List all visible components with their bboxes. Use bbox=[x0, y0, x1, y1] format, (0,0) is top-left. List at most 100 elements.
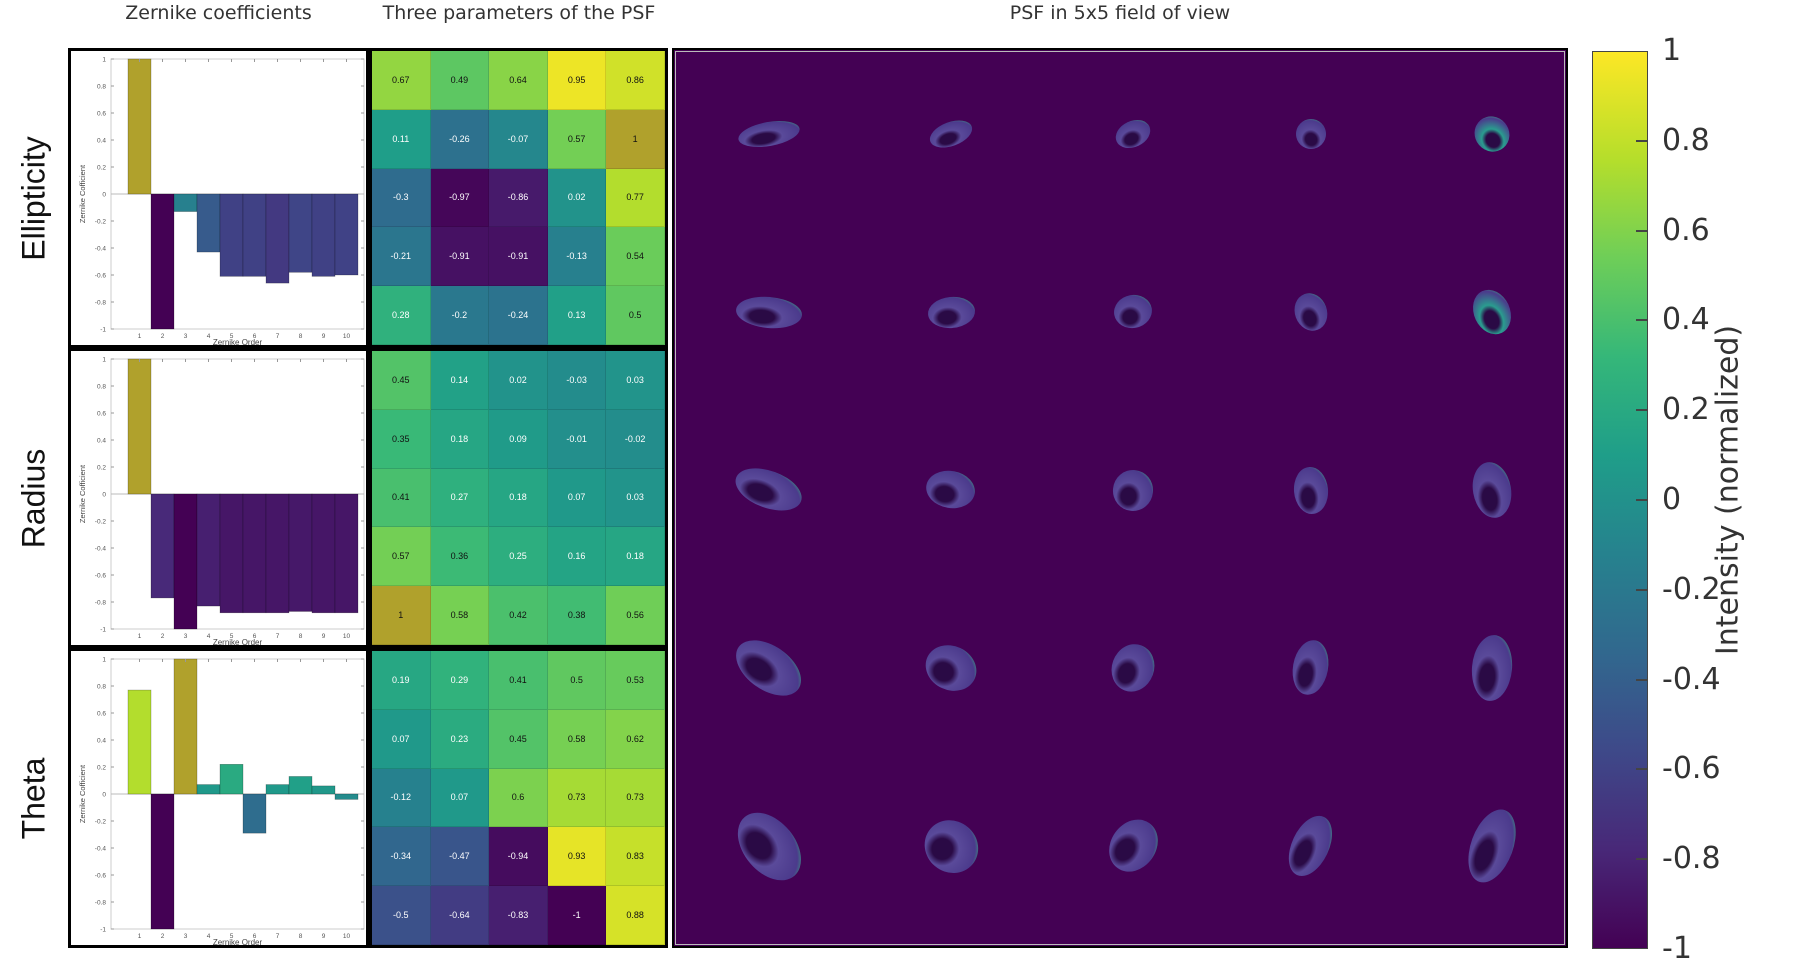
grid-cell: 0.11 bbox=[372, 109, 431, 169]
colorbar-tick bbox=[1636, 139, 1648, 142]
grid-cell: -0.83 bbox=[489, 886, 548, 945]
grid-cell: -0.97 bbox=[430, 168, 490, 228]
grid-cell: 0.45 bbox=[489, 709, 548, 769]
svg-text:6: 6 bbox=[253, 333, 257, 340]
svg-text:0.6: 0.6 bbox=[97, 711, 106, 718]
grid-cell: 0.58 bbox=[430, 586, 490, 645]
row-label-radius: Radius bbox=[15, 448, 52, 548]
psf-spot bbox=[1280, 809, 1342, 883]
svg-text:-1: -1 bbox=[100, 327, 106, 334]
colorbar-tick-label: 0.2 bbox=[1662, 392, 1710, 428]
grid-cell: 0.23 bbox=[430, 709, 490, 769]
grid-cell: 0.29 bbox=[430, 651, 490, 710]
svg-text:-1: -1 bbox=[100, 627, 106, 634]
colorbar-tick-label: 1 bbox=[1662, 33, 1682, 68]
svg-text:-0.4: -0.4 bbox=[95, 846, 107, 853]
svg-text:0.8: 0.8 bbox=[97, 384, 106, 391]
psf-spot bbox=[1290, 113, 1332, 155]
svg-text:Zernike Cofficient: Zernike Cofficient bbox=[78, 764, 87, 823]
param-grid-theta: 0.19 0.29 0.41 0.5 0.53 0.07 0.23 0.45 0.58 0.62-… bbox=[369, 648, 668, 948]
colorbar-tick bbox=[1636, 409, 1648, 412]
svg-text:0.6: 0.6 bbox=[97, 111, 106, 118]
svg-text:-0.8: -0.8 bbox=[95, 600, 107, 607]
grid-cell: 0.18 bbox=[430, 409, 490, 469]
colorbar-tick-label: 0 bbox=[1662, 482, 1682, 517]
grid-cell: 0.07 bbox=[547, 468, 607, 528]
grid-cell: -0.13 bbox=[547, 227, 607, 287]
grid-cell: 0.77 bbox=[606, 168, 665, 228]
grid-cell: 0.02 bbox=[547, 168, 607, 228]
svg-text:-0.2: -0.2 bbox=[95, 819, 107, 826]
psf-spot bbox=[1467, 109, 1517, 159]
svg-text:Zernike Order: Zernike Order bbox=[213, 338, 263, 345]
grid-cell: 0.02 bbox=[489, 351, 548, 410]
colorbar-tick bbox=[1636, 768, 1648, 771]
grid-cell: 0.73 bbox=[606, 768, 665, 828]
grid-cell: 0.45 bbox=[372, 351, 431, 410]
svg-text:8: 8 bbox=[299, 633, 303, 640]
svg-text:9: 9 bbox=[322, 333, 326, 340]
svg-text:0.8: 0.8 bbox=[97, 84, 106, 91]
svg-text:8: 8 bbox=[299, 933, 303, 940]
svg-text:Zernike Order: Zernike Order bbox=[213, 938, 263, 945]
psf-spot bbox=[734, 293, 804, 331]
svg-text:Zernike Cofficient: Zernike Cofficient bbox=[78, 164, 87, 223]
grid-cell: -0.3 bbox=[372, 168, 431, 228]
svg-text:-0.6: -0.6 bbox=[95, 273, 107, 280]
grid-cell: 0.88 bbox=[606, 886, 665, 945]
grid-cell: 0.86 bbox=[606, 51, 665, 110]
svg-text:2: 2 bbox=[161, 333, 165, 340]
grid-cell: 0.38 bbox=[547, 586, 607, 645]
grid-cell: 0.57 bbox=[372, 527, 431, 587]
heading-params: Three parameters of the PSF bbox=[382, 2, 656, 24]
grid-cell: -0.02 bbox=[606, 409, 665, 469]
svg-text:2: 2 bbox=[161, 633, 165, 640]
svg-text:3: 3 bbox=[184, 333, 188, 340]
svg-text:1: 1 bbox=[138, 933, 142, 940]
psf-spot bbox=[1104, 638, 1162, 698]
grid-cell: 0.36 bbox=[430, 527, 490, 587]
grid-cell: 0.07 bbox=[372, 709, 431, 769]
param-grid-ellipticity: 0.67 0.49 0.64 0.95 0.86 0.11 -0.26 -0.07 0.57 1-… bbox=[369, 48, 668, 348]
grid-cell: 0.5 bbox=[606, 286, 665, 345]
grid-cell: 0.54 bbox=[606, 227, 665, 287]
colorbar-tick bbox=[1636, 499, 1648, 501]
svg-text:Zernike Order: Zernike Order bbox=[213, 638, 263, 645]
grid-cell: -0.91 bbox=[430, 227, 490, 287]
svg-text:4: 4 bbox=[207, 333, 211, 340]
svg-text:-0.8: -0.8 bbox=[95, 900, 107, 907]
svg-text:4: 4 bbox=[207, 933, 211, 940]
grid-cell: 0.83 bbox=[606, 827, 665, 887]
svg-text:9: 9 bbox=[322, 933, 326, 940]
row-label-ellipticity: Ellipticity bbox=[15, 135, 52, 261]
svg-text:0.2: 0.2 bbox=[97, 465, 106, 472]
grid-cell: -0.26 bbox=[430, 109, 490, 169]
grid-cell: -0.47 bbox=[430, 827, 490, 887]
svg-text:5: 5 bbox=[230, 333, 234, 340]
svg-text:5: 5 bbox=[230, 933, 234, 940]
svg-text:7: 7 bbox=[276, 633, 280, 640]
grid-cell: 0.18 bbox=[489, 468, 548, 528]
psf-spot bbox=[918, 637, 984, 699]
svg-text:-0.6: -0.6 bbox=[95, 573, 107, 580]
grid-cell: 0.62 bbox=[606, 709, 665, 769]
svg-text:0.2: 0.2 bbox=[97, 165, 106, 172]
grid-cell: -1 bbox=[547, 886, 607, 945]
grid-cell: 0.64 bbox=[489, 51, 548, 110]
psf-spot bbox=[736, 116, 802, 152]
psf-spot bbox=[1098, 810, 1168, 882]
colorbar-tick bbox=[1636, 229, 1648, 232]
svg-text:5: 5 bbox=[230, 633, 234, 640]
colorbar-tick-label: -0.8 bbox=[1662, 841, 1721, 877]
grid-cell: -0.64 bbox=[430, 886, 490, 945]
psf-spot bbox=[1468, 459, 1516, 521]
grid-cell: 1 bbox=[372, 586, 431, 645]
grid-cell: 0.56 bbox=[606, 586, 665, 645]
psf-spot bbox=[729, 460, 809, 520]
param-grid-radius: 0.45 0.14 0.02 -0.03 0.03 0.35 0.18 0.09 -0.01 -0… bbox=[369, 348, 668, 648]
grid-cell: 0.07 bbox=[430, 768, 490, 828]
grid-cell: -0.5 bbox=[372, 886, 431, 945]
svg-text:-0.4: -0.4 bbox=[95, 546, 107, 553]
colorbar-tick-label: -0.2 bbox=[1662, 571, 1721, 607]
row-label-theta: Theta bbox=[15, 757, 52, 839]
